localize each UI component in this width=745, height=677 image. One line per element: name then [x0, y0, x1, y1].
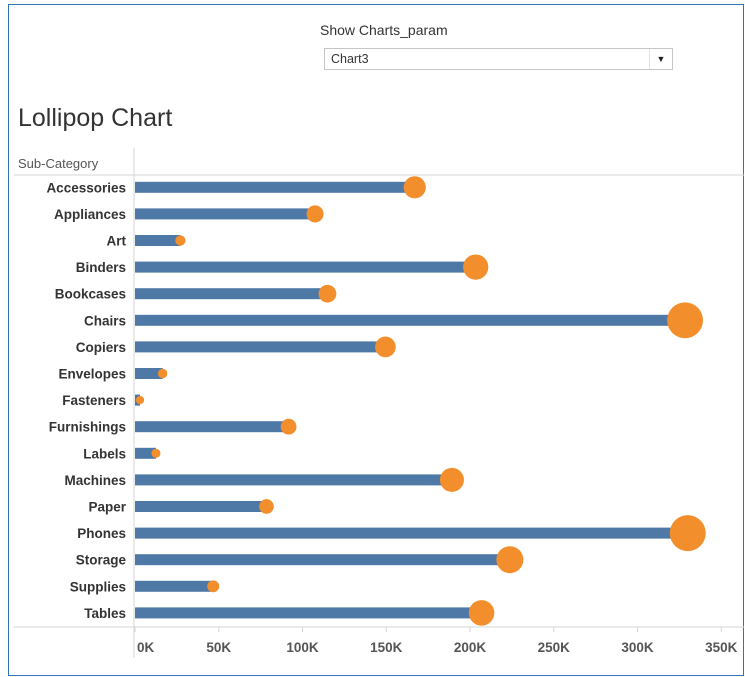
lollipop-bar: [135, 527, 688, 539]
lollipop-dot: [439, 467, 464, 492]
lollipop-dot: [157, 368, 168, 379]
lollipop-dot: [259, 499, 274, 514]
lollipop-bar: [135, 261, 476, 273]
lollipop-bar: [135, 421, 289, 433]
lollipop-dot: [463, 254, 489, 280]
lollipop-bar: [135, 235, 181, 246]
category-label: Phones: [77, 526, 126, 541]
category-label: Machines: [64, 473, 126, 488]
dropdown-selected-value: Chart3: [331, 52, 369, 66]
dashboard-frame: [8, 4, 744, 676]
lollipop-dot: [306, 205, 324, 223]
dropdown-arrow-icon[interactable]: ▼: [649, 49, 672, 69]
x-tick-label: 50K: [206, 640, 231, 655]
lollipop-bar: [135, 501, 267, 512]
lollipop-dot: [135, 395, 145, 405]
category-label: Binders: [76, 260, 126, 275]
lollipop-dot: [375, 336, 396, 358]
x-tick-label: 0K: [137, 640, 155, 655]
category-label: Envelopes: [58, 367, 126, 382]
lollipop-bar: [135, 554, 510, 566]
lollipop-dot: [496, 546, 524, 574]
lollipop-bar: [135, 181, 415, 193]
row-header: Sub-Category: [18, 156, 99, 171]
lollipop-dot: [403, 176, 426, 199]
lollipop-bar: [135, 607, 482, 619]
chart-title: Lollipop Chart: [18, 104, 173, 132]
lollipop-bar: [135, 208, 316, 220]
chart-parameter-dropdown[interactable]: Chart3 ▼: [324, 48, 673, 70]
category-label: Tables: [84, 606, 126, 621]
x-tick-label: 350K: [705, 640, 738, 655]
lollipop-bar: [135, 341, 386, 353]
category-label: Storage: [76, 553, 127, 568]
lollipop-dot: [151, 448, 161, 458]
category-label: Fasteners: [62, 393, 126, 408]
x-tick-label: 100K: [286, 640, 319, 655]
category-label: Appliances: [54, 207, 126, 222]
x-tick-label: 200K: [454, 640, 487, 655]
x-tick-label: 250K: [538, 640, 571, 655]
category-label: Bookcases: [55, 287, 126, 302]
x-tick-label: 150K: [370, 640, 403, 655]
category-label: Accessories: [46, 180, 126, 195]
lollipop-dot: [207, 580, 220, 593]
category-label: Supplies: [70, 579, 126, 594]
category-label: Furnishings: [49, 420, 126, 435]
category-label: Copiers: [76, 340, 126, 355]
category-label: Labels: [83, 446, 126, 461]
category-label: Paper: [88, 500, 126, 515]
lollipop-dot: [318, 284, 337, 303]
lollipop-dot: [280, 418, 297, 435]
category-label: Art: [107, 234, 127, 249]
category-label: Chairs: [84, 313, 126, 328]
lollipop-bar: [135, 474, 452, 486]
lollipop-dot: [468, 600, 495, 626]
lollipop-bar: [135, 447, 156, 459]
lollipop-bar: [135, 314, 686, 326]
lollipop-dot: [669, 515, 706, 552]
lollipop-bar: [135, 288, 328, 300]
x-tick-label: 300K: [621, 640, 654, 655]
parameter-label: Show Charts_param: [320, 22, 448, 38]
lollipop-dot: [667, 302, 704, 339]
lollipop-dot: [175, 235, 186, 246]
lollipop-bar: [135, 368, 163, 379]
lollipop-bar: [135, 580, 214, 592]
